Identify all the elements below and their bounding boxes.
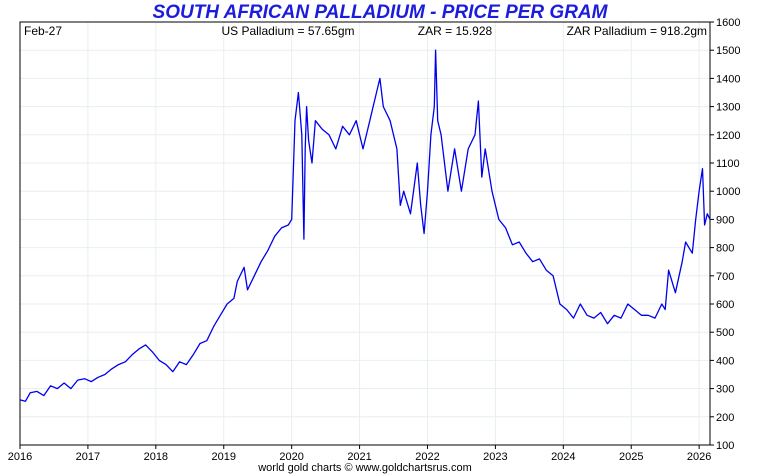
x-tick-label: 2022: [415, 451, 439, 463]
x-axis: 2016 2017 2018 2019 2020 2021 2022 2023 2024 2025…: [8, 445, 711, 463]
x-tick-label: 2020: [279, 451, 303, 463]
series-line-palladium: [19, 49, 711, 402]
y-tick-label: 400: [716, 355, 734, 367]
chart-title: SOUTH AFRICAN PALLADIUM - PRICE PER GRAM: [152, 2, 608, 23]
grid-lines: [19, 21, 710, 446]
y-tick-label: 1200: [716, 130, 740, 142]
y-tick-label: 800: [716, 243, 734, 255]
y-tick-label: 1300: [716, 102, 740, 114]
y-tick-label: 900: [716, 214, 734, 226]
info-date: Feb-27: [24, 24, 62, 38]
footer-credit: world gold charts © www.goldchartsrus.co…: [258, 462, 472, 474]
x-tick-label: 2019: [211, 451, 235, 463]
x-tick-label: 2018: [144, 451, 168, 463]
y-tick-label: 1400: [716, 73, 740, 85]
info-zar-price: ZAR Palladium = 918.2gm: [567, 24, 707, 38]
x-tick-label: 2023: [483, 451, 507, 463]
x-tick-label: 2026: [687, 451, 711, 463]
y-tick-label: 200: [716, 412, 734, 424]
y-tick-label: 1000: [716, 186, 740, 198]
y-tick-label: 1500: [716, 45, 740, 57]
info-zar-rate: ZAR = 15.928: [418, 24, 493, 38]
y-tick-label: 1600: [716, 17, 740, 29]
y-tick-label: 600: [716, 299, 734, 311]
y-axis: 100 200 300 400 500 600 700 800 900 1000 1100 1200 1…: [710, 17, 740, 452]
plot-frame: [19, 21, 711, 446]
y-tick-label: 1100: [716, 158, 740, 170]
x-tick-label: 2021: [347, 451, 371, 463]
y-tick-label: 500: [716, 327, 734, 339]
y-tick-label: 300: [716, 384, 734, 396]
x-tick-label: 2016: [8, 451, 32, 463]
x-tick-label: 2025: [619, 451, 643, 463]
info-us-price: US Palladium = 57.65gm: [221, 24, 354, 38]
y-tick-label: 100: [716, 440, 734, 452]
x-tick-label: 2024: [551, 451, 575, 463]
x-tick-label: 2017: [76, 451, 100, 463]
y-tick-label: 700: [716, 271, 734, 283]
